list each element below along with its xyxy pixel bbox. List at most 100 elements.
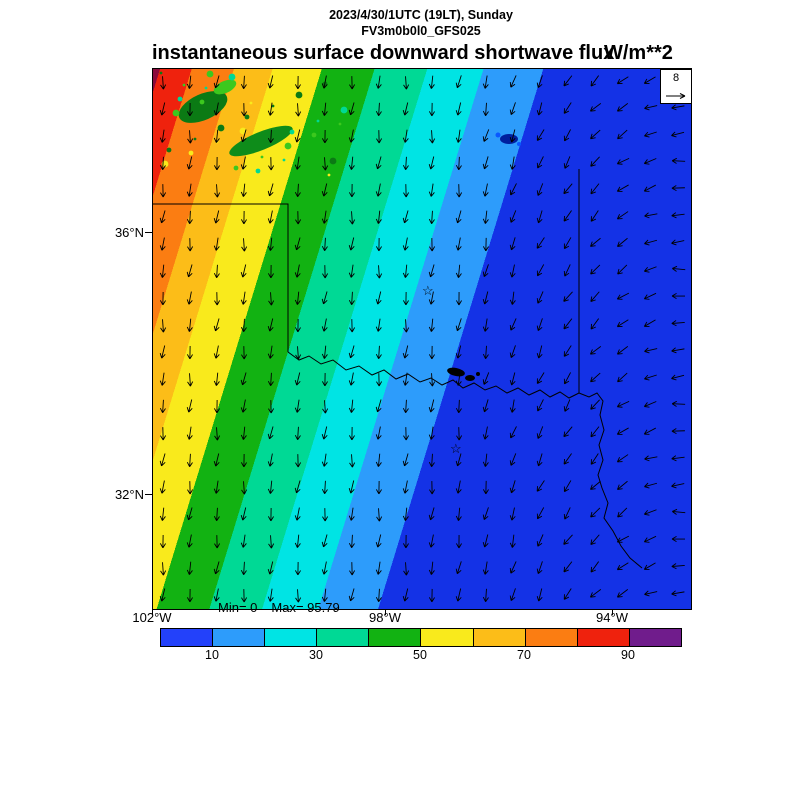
wind-arrow-icon xyxy=(429,344,440,360)
wind-arrow-icon xyxy=(588,505,606,523)
wind-arrow-icon xyxy=(455,73,469,91)
wind-arrow-icon xyxy=(375,263,387,280)
wind-arrow-icon xyxy=(402,371,414,388)
wind-arrow-icon xyxy=(375,397,389,415)
wind-arrow-icon xyxy=(614,533,633,549)
map-panel: ☆ ☆ 8 xyxy=(152,68,692,610)
wind-arrow-icon xyxy=(429,425,441,442)
wind-arrow-icon xyxy=(614,344,633,362)
wind-arrow-icon xyxy=(669,373,687,387)
wind-arrow-icon xyxy=(402,344,415,362)
wind-arrow-icon xyxy=(615,262,633,280)
wind-arrow-icon xyxy=(587,236,606,254)
wind-arrow-icon xyxy=(241,425,253,442)
wind-arrow-icon xyxy=(535,127,552,146)
wind-arrow-icon xyxy=(641,156,660,171)
wind-arrow-icon xyxy=(509,478,523,496)
wind-arrow-icon xyxy=(534,235,551,254)
wind-arrow-icon xyxy=(348,560,360,576)
wind-arrow-icon xyxy=(509,533,522,550)
wind-arrow-icon xyxy=(455,559,469,577)
wind-arrow-icon xyxy=(321,74,334,92)
wind-arrow-icon xyxy=(641,291,660,307)
wind-arrow-icon xyxy=(348,371,361,389)
wind-arrow-icon xyxy=(562,370,578,389)
wind-arrow-icon xyxy=(160,344,173,362)
colorbar-segment xyxy=(369,629,422,646)
wind-arrow-icon xyxy=(187,317,200,334)
wind-arrow-icon xyxy=(429,74,442,91)
wind-arrow-icon xyxy=(402,155,414,172)
wind-arrow-icon xyxy=(375,344,387,361)
wind-arrow-icon xyxy=(214,587,227,605)
wind-arrow-icon xyxy=(348,586,362,604)
wind-arrow-icon xyxy=(615,505,633,523)
wind-arrow-icon xyxy=(614,560,633,577)
wind-arrow-icon xyxy=(240,127,254,145)
wind-arrow-icon xyxy=(509,343,524,361)
wind-arrow-icon xyxy=(160,182,171,198)
wind-arrow-icon xyxy=(614,290,633,306)
wind-arrow-icon xyxy=(561,424,579,443)
wind-arrow-icon xyxy=(669,103,686,116)
wind-arrow-icon xyxy=(321,209,334,226)
wind-arrow-icon xyxy=(561,451,578,470)
wind-arrow-icon xyxy=(641,560,660,577)
wind-arrow-icon xyxy=(187,587,198,603)
wind-arrow-icon xyxy=(614,236,633,254)
wind-arrow-icon xyxy=(240,506,253,524)
lon-label-94w: 94°W xyxy=(596,610,628,625)
wind-arrow-icon xyxy=(187,290,200,308)
wind-arrow-icon xyxy=(294,182,306,199)
wind-arrow-icon xyxy=(429,182,441,199)
wind-arrow-icon xyxy=(614,399,633,415)
wind-arrow-icon xyxy=(669,184,685,196)
wind-arrow-icon xyxy=(588,73,605,92)
wind-arrow-icon xyxy=(456,398,468,415)
wind-arrow-icon xyxy=(483,236,494,252)
wind-arrow-icon xyxy=(267,128,280,145)
wind-arrow-icon xyxy=(240,370,254,388)
wind-arrow-icon xyxy=(214,371,226,388)
wind-arrow-icon xyxy=(348,343,362,361)
wind-arrow-icon xyxy=(375,154,389,172)
wind-arrow-icon xyxy=(348,452,360,469)
wind-arrow-icon xyxy=(294,235,308,253)
wind-arrow-icon xyxy=(321,425,334,443)
wind-arrow-icon xyxy=(587,101,606,119)
wind-arrow-icon xyxy=(187,128,199,145)
wind-arrow-icon xyxy=(455,316,469,334)
wind-arrow-icon xyxy=(241,74,253,91)
wind-arrow-icon xyxy=(535,262,551,281)
wind-arrow-icon xyxy=(669,508,686,520)
wind-arrow-icon xyxy=(240,533,253,550)
wind-arrow-icon xyxy=(428,262,442,280)
wind-arrow-icon xyxy=(562,154,577,173)
wind-arrow-icon xyxy=(562,478,579,497)
wind-arrow-icon xyxy=(267,371,280,388)
wind-arrow-icon xyxy=(402,425,413,441)
wind-arrow-icon xyxy=(160,479,173,497)
wind-arrow-icon xyxy=(561,73,579,92)
wind-arrow-icon xyxy=(214,209,227,227)
wind-arrow-icon xyxy=(482,505,497,523)
wind-arrow-icon xyxy=(240,155,254,173)
wind-arrow-icon xyxy=(429,560,442,577)
wind-arrow-icon xyxy=(509,128,523,146)
wind-arrow-icon xyxy=(429,290,442,308)
wind-arrow-icon xyxy=(267,424,281,442)
wind-arrow-icon xyxy=(213,559,227,577)
wind-arrow-icon xyxy=(669,319,686,331)
wind-arrow-icon xyxy=(241,182,253,199)
wind-arrow-icon xyxy=(241,479,253,496)
wind-arrow-icon xyxy=(375,560,388,577)
colorbar-tick-label: 50 xyxy=(413,648,427,662)
colorbar-ticks: 10 30 50 70 90 xyxy=(160,648,680,664)
wind-arrow-icon xyxy=(375,317,388,334)
wind-arrow-icon xyxy=(402,533,413,549)
wind-arrow-icon xyxy=(402,317,414,334)
wind-arrow-icon xyxy=(669,265,686,277)
wind-arrow-icon xyxy=(614,182,633,199)
wind-arrow-icon xyxy=(402,101,415,119)
wind-arrow-icon xyxy=(535,289,551,308)
